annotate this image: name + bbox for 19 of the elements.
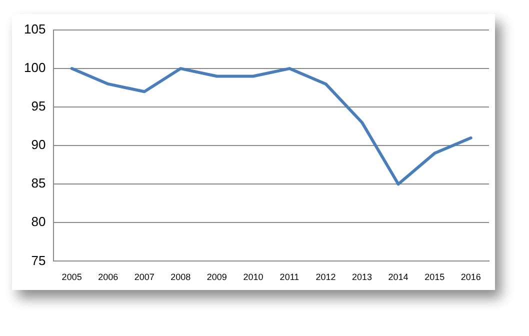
x-tick-label: 2012 (316, 272, 336, 282)
x-tick-label: 2015 (424, 272, 445, 282)
y-tick-label: 90 (31, 137, 46, 152)
x-tick-label: 2007 (134, 272, 154, 282)
x-tick-label: 2013 (352, 272, 372, 282)
y-tick-label: 75 (31, 252, 46, 268)
x-tick-label: 2006 (98, 272, 118, 282)
x-tick-label: 2005 (62, 272, 82, 282)
y-tick-label: 85 (31, 176, 46, 191)
y-tick-label: 105 (24, 22, 46, 37)
x-tick-label: 2016 (460, 272, 481, 282)
x-tick-label: 2011 (280, 272, 300, 282)
x-tick-label: 2014 (388, 272, 408, 282)
y-tick-label: 100 (24, 60, 46, 76)
x-tick-label: 2009 (206, 272, 227, 282)
x-tick-label: 2010 (243, 272, 264, 282)
y-tick-label: 95 (31, 98, 46, 114)
x-tick-label: 2008 (170, 272, 191, 282)
y-tick-label: 80 (31, 214, 46, 230)
